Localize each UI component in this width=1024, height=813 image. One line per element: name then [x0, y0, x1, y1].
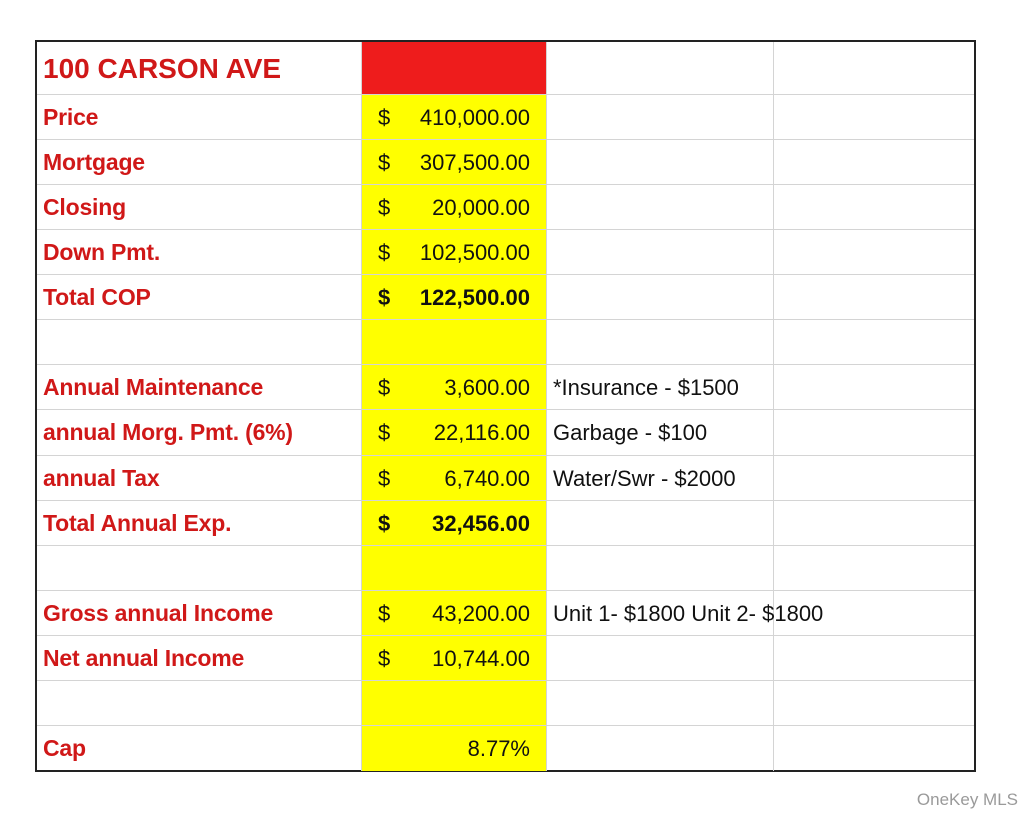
row-label: Cap: [37, 725, 362, 772]
empty-cell: [774, 726, 974, 771]
note: Unit 1- $1800 Unit 2- $1800: [547, 590, 823, 636]
amount-cell: $32,456.00: [362, 500, 547, 546]
empty-cell: [774, 591, 974, 636]
empty-cell: [547, 42, 774, 95]
amount-cell: $3,600.00: [362, 365, 547, 411]
row-label: Total Annual Exp.: [37, 500, 362, 546]
empty-cell: [774, 410, 974, 456]
amount-cell: $22,116.00: [362, 410, 547, 456]
empty-cell: [774, 275, 974, 321]
empty-cell: [547, 725, 774, 772]
amount-cell: 8.77%: [362, 725, 547, 772]
row-label: Down Pmt.: [37, 230, 362, 276]
empty-cell: [774, 185, 974, 231]
amount-cell: $6,740.00: [362, 455, 547, 501]
row-label: Annual Maintenance: [37, 365, 362, 411]
currency-sign: $: [378, 150, 391, 176]
empty-cell: [774, 365, 974, 411]
empty-cell: [547, 185, 774, 231]
amount-cell: $43,200.00: [362, 590, 547, 636]
amount: 307,500.00: [419, 150, 530, 176]
amount-cell: $307,500.00: [362, 140, 547, 186]
amount-cell: [362, 320, 547, 366]
currency-sign: $: [378, 375, 391, 401]
empty-cell: [547, 230, 774, 276]
currency-sign: $: [378, 285, 391, 311]
empty-cell: [547, 545, 774, 591]
amount-cell: $410,000.00: [362, 95, 547, 141]
row-label: Mortgage: [37, 140, 362, 186]
empty-cell: [547, 275, 774, 321]
amount: 20,000.00: [432, 195, 530, 221]
watermark: OneKey MLS: [916, 790, 1018, 809]
empty-cell: [547, 635, 774, 681]
empty-cell: [774, 456, 974, 501]
currency-sign: $: [378, 420, 391, 446]
amount: 10,744.00: [432, 645, 530, 671]
amount-cell: $10,744.00: [362, 635, 547, 681]
empty-cell: [547, 500, 774, 546]
empty-cell: [547, 680, 774, 726]
amount-cell: [362, 680, 547, 726]
row-label: Net annual Income: [37, 635, 362, 681]
note: Garbage - $100: [547, 410, 774, 456]
empty-cell: [774, 501, 974, 546]
amount: 6,740.00: [444, 465, 530, 491]
amount: 122,500.00: [419, 285, 530, 311]
currency-sign: $: [378, 105, 391, 130]
row-label: Gross annual Income: [37, 590, 362, 636]
sheet-title: 100 CARSON AVE: [37, 42, 362, 95]
spreadsheet: 100 CARSON AVE Price $410,000.00 Mortgage $3…: [35, 40, 976, 772]
row-label: Price: [37, 95, 362, 141]
row-label: annual Tax: [37, 455, 362, 501]
empty-cell: [37, 545, 362, 591]
empty-cell: [37, 320, 362, 366]
empty-cell: [774, 230, 974, 276]
amount: 8.77%: [467, 735, 530, 761]
empty-cell: [774, 42, 974, 95]
empty-cell: [774, 546, 974, 591]
empty-cell: [774, 681, 974, 726]
currency-sign: $: [378, 510, 391, 536]
amount: 410,000.00: [419, 105, 530, 130]
amount-cell: $20,000.00: [362, 185, 547, 231]
amount-cell: [362, 545, 547, 591]
empty-cell: [547, 95, 774, 141]
amount: 32,456.00: [432, 510, 530, 536]
red-cell: [362, 42, 547, 95]
amount: 43,200.00: [432, 600, 530, 626]
amount: 22,116.00: [433, 420, 530, 446]
row-label: annual Morg. Pmt. (6%): [37, 410, 362, 456]
amount: 102,500.00: [419, 240, 530, 266]
empty-cell: [774, 95, 974, 141]
row-label: Closing: [37, 185, 362, 231]
currency-sign: $: [378, 645, 391, 671]
amount-cell: $122,500.00: [362, 275, 547, 321]
note: Water/Swr - $2000: [547, 455, 774, 501]
empty-cell: [37, 680, 362, 726]
amount-cell: $102,500.00: [362, 230, 547, 276]
currency-sign: $: [378, 600, 391, 626]
empty-cell: [547, 320, 774, 366]
currency-sign: $: [378, 465, 391, 491]
empty-cell: [774, 140, 974, 186]
note: *Insurance - $1500: [547, 365, 774, 411]
empty-cell: [774, 320, 974, 366]
empty-cell: [547, 140, 774, 186]
currency-sign: $: [378, 240, 391, 266]
row-label: Total COP: [37, 275, 362, 321]
currency-sign: $: [378, 195, 391, 221]
amount: 3,600.00: [444, 375, 530, 401]
empty-cell: [774, 636, 974, 681]
